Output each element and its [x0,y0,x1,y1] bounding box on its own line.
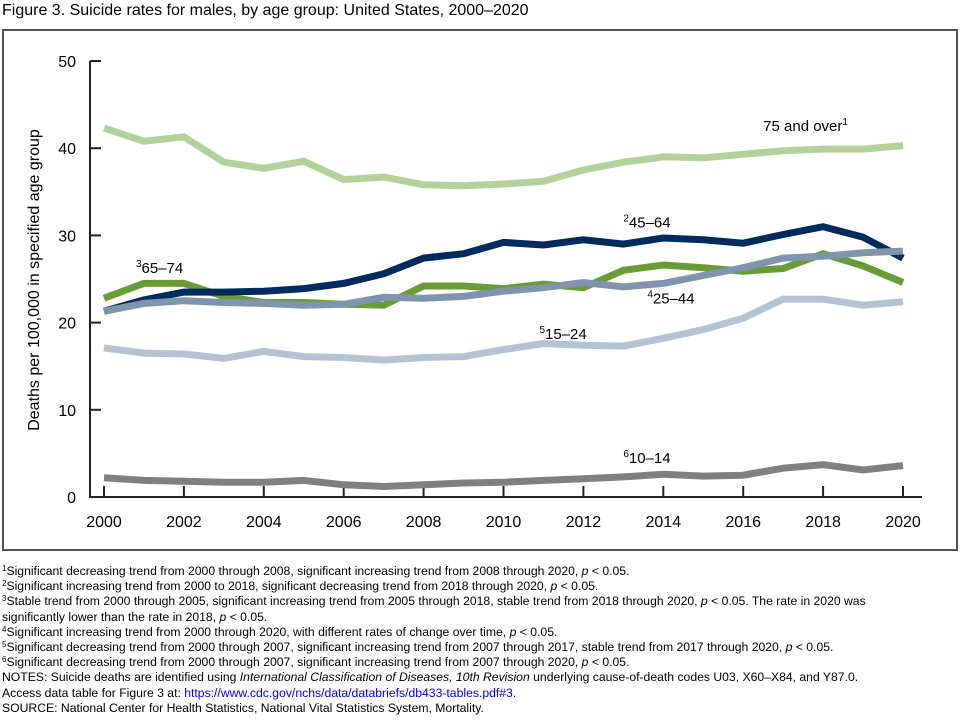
series-label-text: 25–44 [653,290,695,307]
text-segment: < 0.05. [588,564,630,578]
series-line-45-64 [103,223,905,315]
y-tick-label: 10 [58,403,76,420]
footnote-mark: 1 [842,117,848,128]
series-label-65-74: 365–74 [136,259,183,277]
footnote-mark: 5 [2,640,7,650]
series-label-45-64: 245–64 [623,214,670,232]
line-chart: 0 10 20 30 40 50 2000 2002 2004 2006 2008 2010 2012 2… [26,54,922,531]
notes-line: NOTES: Suicide deaths are identified usi… [2,670,958,685]
footnote-mark: 3 [136,259,142,270]
series-label-text: 65–74 [142,260,184,277]
footnote-1: 1Significant decreasing trend from 2000 … [2,564,958,579]
figure-title: Figure 3. Suicide rates for males, by ag… [2,2,529,19]
italic-text: p [581,655,589,670]
x-tick-label: 2018 [805,514,841,531]
y-tick-label: 0 [67,490,76,507]
series-label-text: 75 and over [763,118,842,135]
series-label-10-14: 610–14 [623,449,670,467]
text-segment: significantly lower than the rate in 201… [2,609,220,624]
access-line: Access data table for Figure 3 at: https… [2,686,958,701]
series-label-15-24: 515–24 [539,325,586,343]
series-line-10-14 [103,461,904,491]
text-segment: Stable trend from 2000 through 2005, sig… [6,594,701,609]
italic-text: p [509,624,517,639]
data-table-link[interactable]: https://www.cdc.gov/nchs/data/databriefs… [184,685,513,700]
text-segment: NOTES: Suicide deaths are identified usi… [2,670,240,685]
footnote-2: 2Significant increasing trend from 2000 … [2,579,958,594]
y-tick-label: 30 [58,228,76,245]
footnotes: 1Significant decreasing trend from 2000 … [2,564,958,670]
footnote-mark: 6 [2,655,7,665]
italic-text: p [219,609,227,624]
text-segment: < 0.05. [516,624,558,639]
text-segment: < 0.05. [588,655,630,670]
italic-text: p [550,579,558,594]
series-label-text: 15–24 [545,326,587,343]
footnote-mark: 5 [539,325,545,336]
x-tick-label: 2012 [566,514,602,531]
axes: 0 10 20 30 40 50 2000 2002 2004 2006 2008 2010 2012 2… [58,54,922,531]
access-prefix: Access data table for Figure 3 at: [2,685,185,700]
x-tick-label: 2008 [406,514,442,531]
footnote-mark: 1 [2,564,7,573]
footnote-mark: 2 [2,579,7,589]
y-tick-label: 40 [58,141,76,158]
x-tick-label: 2006 [326,514,362,531]
x-tick-label: 2020 [885,514,921,531]
text-segment: Significant increasing trend from 2000 t… [6,579,551,594]
chart-notes: 1Significant decreasing trend from 2000 … [2,564,958,716]
footnote-3-continued: significantly lower than the rate in 201… [2,610,958,625]
footnote-6: 6Significant decreasing trend from 2000 … [2,655,958,670]
italic-text: p [581,564,589,578]
text-segment: < 0.05. [792,640,834,655]
series-line-15-24 [103,295,904,364]
text-segment: < 0.05. The rate in 2020 was [707,594,866,609]
footnote-mark: 4 [2,624,7,634]
footnote-4: 4Significant increasing trend from 2000 … [2,625,958,640]
footnote-5: 5Significant decreasing trend from 2000 … [2,640,958,655]
y-tick-label: 50 [58,54,76,71]
text-segment: underlying cause-of-death codes U03, X60… [529,670,859,685]
footnote-3: 3Stable trend from 2000 through 2005, si… [2,594,958,609]
x-tick-label: 2016 [725,514,761,531]
footnote-mark: 3 [2,594,7,604]
italic-text: p [700,594,708,609]
series-label-text: 10–14 [629,450,671,467]
italic-text: International Classification of Diseases… [239,670,530,685]
series-label-75-and-over: 75 and over1 [763,117,848,135]
text-segment: < 0.05. [557,579,599,594]
series-lines [102,124,905,491]
y-tick-label: 20 [58,316,76,333]
x-tick-label: 2014 [646,514,682,531]
footnote-mark: 4 [647,289,653,300]
footnote-mark: 2 [623,214,629,225]
text-segment: < 0.05. [226,609,268,624]
series-labels: 75 and over1 245–64 365–74 425–44 515–24 610–… [136,117,848,467]
italic-text: p [785,640,793,655]
chart-frame [2,29,958,551]
text-segment: Significant decreasing trend from 2000 t… [6,655,582,670]
text-segment: Significant decreasing trend from 2000 t… [6,564,582,578]
text-segment: Significant decreasing trend from 2000 t… [6,640,786,655]
x-tick-label: 2000 [86,514,122,531]
x-tick-label: 2004 [246,514,282,531]
series-label-25-44: 425–44 [647,289,694,307]
text-segment: Significant increasing trend from 2000 t… [6,624,510,639]
x-tick-label: 2002 [166,514,202,531]
source-line: SOURCE: National Center for Health Stati… [2,700,484,715]
footnote-mark: 6 [623,449,629,460]
series-line-25-44 [103,247,904,315]
series-line-75-and-over [102,124,904,190]
access-suffix: . [512,685,517,700]
x-tick-label: 2010 [486,514,522,531]
y-axis-title: Deaths per 100,000 in specified age grou… [26,129,43,431]
series-label-text: 45–64 [629,215,671,232]
